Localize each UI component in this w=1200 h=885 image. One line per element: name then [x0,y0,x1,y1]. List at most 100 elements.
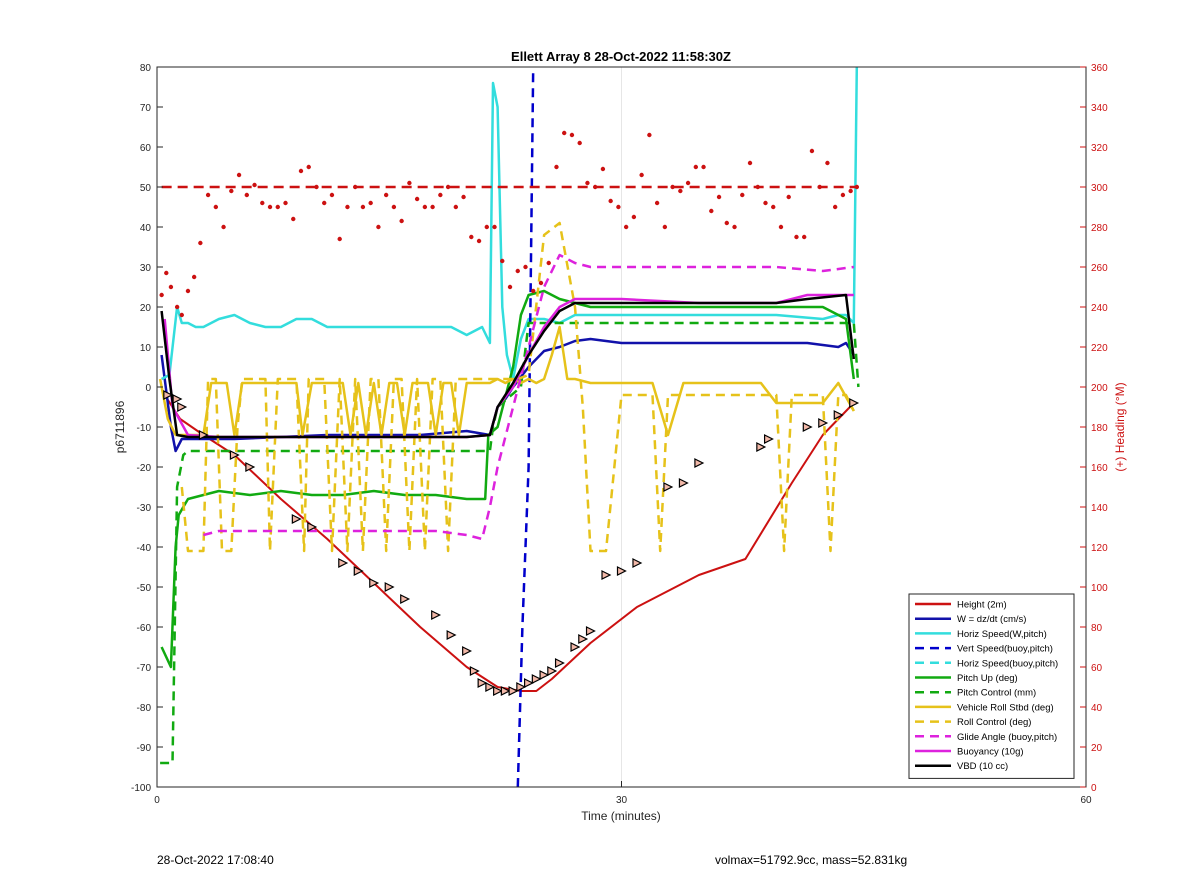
heading-dot [840,192,846,198]
heading-dot [500,258,505,264]
heading-dot [179,312,184,318]
depth-marker [531,674,542,684]
heading-dot [678,188,683,194]
y-tick-label: -50 [137,583,152,594]
y-tick-label: -70 [137,663,152,674]
heading-dot [771,204,776,210]
heading-dot [383,192,389,198]
y2-tick-label: 160 [1091,463,1108,474]
heading-dot [709,208,714,214]
heading-dot [778,224,784,230]
y-tick-label: -30 [137,503,152,514]
x-axis: 0 30 60 [154,781,1092,806]
y2-tick-label: 260 [1091,263,1108,274]
heading-dot [469,234,474,240]
y2-tick-label: 180 [1091,423,1108,434]
heading-dot [352,184,358,190]
y-tick-label: 20 [140,303,152,314]
series-roll [158,325,855,437]
x-tick-label: 60 [1080,795,1092,806]
legend: Height (2m) W = dz/dt (cm/s) Horiz Speed(W… [908,593,1075,779]
depth-marker [172,394,183,404]
depth-marker [163,390,174,400]
y-tick-label: -20 [137,463,152,474]
footer-vehicle-info: volmax=51792.9cc, mass=52.831kg [715,853,908,867]
heading-dots [159,130,860,318]
y2-tick-label: 340 [1091,103,1108,114]
heading-dot [531,288,536,294]
heading-dot [422,204,428,210]
heading-dot [185,288,191,294]
heading-dot [213,204,219,210]
legend-label-height: Height (2m) [957,600,1007,611]
heading-dot [360,204,366,210]
depth-marker [570,642,581,652]
depth-marker [469,666,480,676]
heading-dot [825,160,830,166]
depth-marker [245,462,256,472]
y-tick-label: 30 [140,263,152,274]
y-tick-label: 60 [140,143,152,154]
heading-dot [399,218,404,224]
depth-marker [756,442,767,452]
y2-tick-label: 100 [1091,583,1108,594]
heading-dot [623,224,629,230]
heading-dot [244,192,250,198]
depth-marker [616,566,627,576]
heading-dot [832,204,838,210]
y2-tick-label: 40 [1091,703,1103,714]
heading-dot [724,220,729,226]
x-tick-label: 0 [154,795,160,806]
y-tick-label: -80 [137,703,152,714]
heading-dot [484,224,489,230]
heading-dot [291,216,296,222]
depth-marker [177,402,188,412]
footer-timestamp: 28-Oct-2022 17:08:40 [157,853,274,867]
heading-dot [414,196,420,202]
heading-dot [430,204,435,210]
heading-dot [236,172,242,178]
depth-marker [400,594,411,604]
heading-dot [747,160,753,166]
heading-dot [670,184,675,190]
depth-marker [384,582,395,592]
heading-dot [314,184,319,190]
heading-dot [802,234,807,240]
heading-dot [275,204,280,210]
heading-dot [322,200,327,206]
heading-dot [345,204,350,210]
series-pitch_up [160,289,856,669]
heading-dot [662,224,668,230]
heading-dot [809,148,815,154]
heading-dot [329,192,335,198]
y2-tick-label: 20 [1091,743,1103,754]
heading-dot [693,164,699,170]
series-glide_angle [203,253,854,541]
series-roll_control [180,221,855,553]
depth-marker [833,410,844,420]
y2-tick-label: 60 [1091,663,1103,674]
heading-dot [298,168,304,174]
heading-dot [740,192,745,198]
y2-tick-label: 360 [1091,63,1108,74]
heading-dot [252,182,257,188]
heading-dot [554,164,559,170]
depth-marker [818,418,829,428]
heading-dot [716,194,722,200]
depth-marker [493,686,503,696]
depth-marker [678,478,689,488]
depth-marker [477,678,488,688]
depth-marker [485,682,496,692]
heading-dot [786,194,791,200]
legend-label-roll: Vehicle Roll Stbd (deg) [957,702,1054,713]
heading-dot [538,280,544,286]
depth-marker [601,570,612,580]
heading-dot [854,184,860,190]
heading-dot [546,260,551,266]
depth-marker [229,450,240,460]
heading-dot [794,234,799,240]
depth-marker [353,566,364,576]
depth-marker [539,670,550,680]
y2-axis-label: (+) Heading (°M) [1113,382,1127,471]
depth-marker [198,430,209,440]
